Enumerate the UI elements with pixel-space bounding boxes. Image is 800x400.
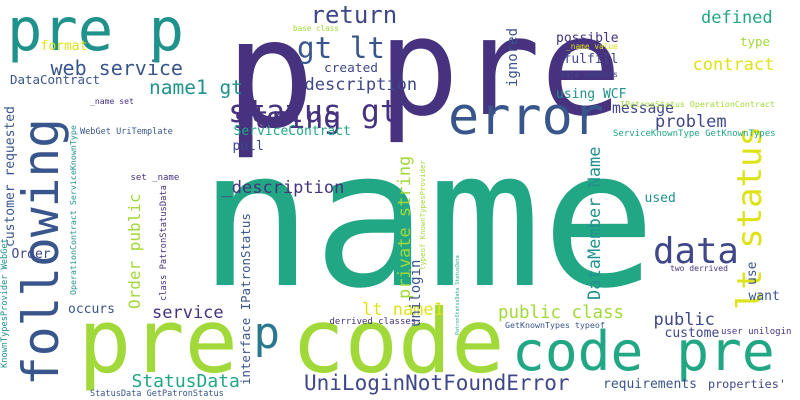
cloud-word: DataMember Name [587, 146, 604, 300]
cloud-word: type [740, 36, 770, 48]
cloud-word: derrived classes [330, 318, 417, 327]
cloud-word: GetKnownTypes typeof [505, 321, 605, 329]
cloud-word: WebGet UriTemplate [80, 128, 173, 137]
cloud-word: contract [693, 57, 775, 74]
cloud-word: gt lt [297, 34, 385, 63]
cloud-word: customer requested [4, 106, 17, 247]
cloud-word: ignored [506, 27, 520, 86]
cloud-word: class PatronStatusData [160, 185, 169, 301]
cloud-word: properties' [708, 379, 786, 391]
cloud-word: fulfill [564, 53, 619, 66]
cloud-word: interface IPatronStatus [240, 213, 252, 385]
cloud-word: service [152, 305, 224, 322]
cloud-word: set _name [131, 174, 180, 183]
cloud-word: base class [293, 25, 339, 33]
cloud-word: _name set [90, 97, 134, 105]
cloud-word: occurs [68, 303, 115, 316]
cloud-word: defined [701, 10, 773, 27]
cloud-word: PatronStatusData StatusData [456, 255, 461, 335]
cloud-word: description [305, 77, 418, 94]
cloud-word: StatusData GetPatronStatus [90, 390, 224, 399]
cloud-word: _name value [566, 43, 618, 51]
cloud-word: created [324, 63, 378, 76]
cloud-word: requirements [603, 378, 697, 391]
cloud-word: pre p [7, 1, 184, 60]
cloud-word: _description [222, 180, 345, 197]
cloud-word: want [749, 290, 780, 303]
cloud-word: using WCF [556, 88, 626, 101]
cloud-word: pull [233, 140, 264, 153]
cloud-word: Order [12, 248, 51, 261]
cloud-word: data members [560, 71, 618, 79]
cloud-word: DataContract [10, 74, 100, 86]
cloud-word: user unilogin [721, 328, 791, 337]
cloud-word: name1 gt [149, 78, 243, 98]
cloud-word: format [41, 40, 88, 53]
cloud-word: Order public [127, 193, 143, 309]
cloud-word: used [645, 192, 676, 205]
cloud-word: ServiceKnownType GetKnownTypes [613, 130, 776, 139]
cloud-word: typeof KnownTypesProvider [419, 160, 426, 270]
cloud-word: ServiceContract [234, 125, 351, 138]
cloud-word: two derrived [670, 265, 728, 273]
cloud-word: p [254, 312, 281, 356]
cloud-word: custome [665, 327, 720, 340]
cloud-word: IPatronStatus OperationContract [620, 100, 775, 108]
cloud-word: OperationContract ServiceKnownType [69, 125, 77, 295]
cloud-word: use [746, 261, 759, 284]
cloud-word: KnownTypesProvider WebGet [1, 238, 10, 368]
cloud-word: UniLoginNotFoundError [304, 373, 570, 394]
